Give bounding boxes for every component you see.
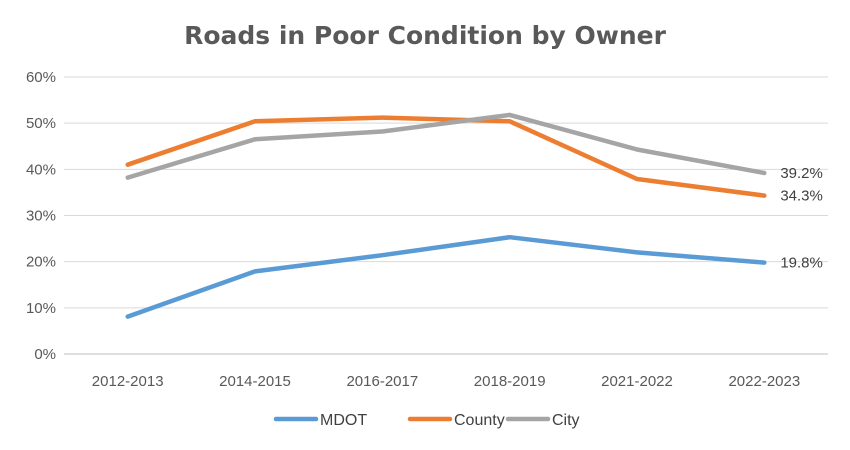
- chart-title: Roads in Poor Condition by Owner: [184, 21, 667, 50]
- legend: MDOT County City: [273, 412, 580, 429]
- y-tick-label: 10%: [26, 300, 56, 317]
- x-tick-label: 2014-2015: [219, 373, 291, 390]
- y-tick-label: 60%: [26, 69, 56, 86]
- x-tick-label: 2022-2023: [728, 373, 800, 390]
- y-tick-label: 40%: [26, 161, 56, 178]
- data-label-county: 34.3%: [780, 188, 823, 205]
- y-tick-label: 20%: [26, 254, 56, 271]
- series-lines: [125, 112, 767, 319]
- y-axis-tick-labels: 0% 10% 20% 30% 40% 50% 60%: [26, 69, 56, 363]
- data-label-mdot: 19.8%: [780, 255, 823, 272]
- x-tick-label: 2018-2019: [474, 373, 546, 390]
- y-tick-label: 30%: [26, 208, 56, 225]
- x-axis-tick-labels: 2012-2013 2014-2015 2016-2017 2018-2019 2021…: [92, 373, 800, 390]
- legend-label-mdot: MDOT: [320, 412, 367, 429]
- legend-label-city: City: [552, 412, 580, 429]
- legend-label-county: County: [454, 412, 505, 429]
- data-labels: 19.8% 34.3% 39.2%: [780, 165, 823, 272]
- data-label-city: 39.2%: [780, 165, 823, 182]
- x-tick-label: 2012-2013: [92, 373, 164, 390]
- series-line-mdot: [125, 234, 767, 319]
- series-line-county: [125, 115, 767, 198]
- x-tick-label: 2021-2022: [601, 373, 673, 390]
- x-tick-label: 2016-2017: [346, 373, 418, 390]
- y-tick-label: 50%: [26, 115, 56, 132]
- y-tick-label: 0%: [34, 346, 56, 363]
- series-line-city: [125, 112, 767, 180]
